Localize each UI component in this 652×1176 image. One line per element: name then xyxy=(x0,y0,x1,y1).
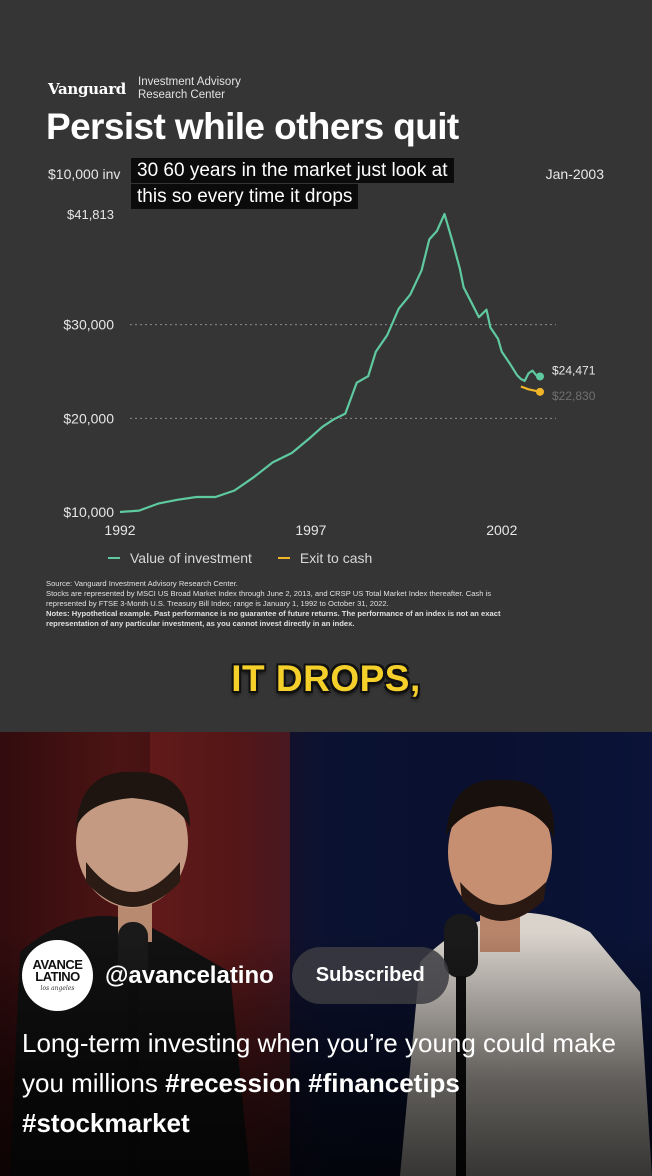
avatar-logo-line1: AVANCE xyxy=(32,957,83,972)
hashtag-link[interactable]: #stockmarket xyxy=(22,1108,190,1138)
chart-slide: Vanguard Investment Advisory Research Ce… xyxy=(0,0,652,732)
footnote-line: representation of any particular investm… xyxy=(46,619,355,628)
end-value-label: $24,471 xyxy=(552,363,596,377)
end-point-value xyxy=(536,372,544,381)
caption-line-1: 30 60 years in the market just look at xyxy=(131,158,454,183)
chart-footnote: Source: Vanguard Investment Advisory Res… xyxy=(46,579,611,629)
end-labels: $24,471 $22,830 xyxy=(552,363,596,402)
brand-name: Vanguard xyxy=(48,80,126,98)
x-tick-label: 1997 xyxy=(295,522,326,538)
avatar-logo-line2: LATINO xyxy=(35,969,80,984)
chart-legend: Value of investment Exit to cash xyxy=(108,550,398,566)
legend-label-cash: Exit to cash xyxy=(299,550,373,566)
video-frame[interactable] xyxy=(0,732,652,1176)
legend-item-cash: Exit to cash xyxy=(277,550,373,566)
channel-row: AVANCE LATINO los angeles @avancelatino … xyxy=(22,940,449,1011)
video-title-text: Long-term investing when you’re young co… xyxy=(22,1028,617,1098)
footnote-line: Notes: Hypothetical example. Past perfor… xyxy=(46,609,501,618)
caption-line-2: this so every time it drops xyxy=(131,184,359,209)
burned-in-caption: IT DROPS, xyxy=(231,658,421,699)
video-title[interactable]: Long-term investing when you’re young co… xyxy=(22,1023,622,1143)
series-line-value xyxy=(119,212,541,514)
vanguard-logo: Vanguard Investment Advisory Research Ce… xyxy=(48,76,278,102)
legend-label-value: Value of investment xyxy=(130,550,252,566)
chart-date-label: Jan-2003 xyxy=(545,166,604,182)
y-tick-label: $30,000 xyxy=(63,317,114,333)
footnote-line: represented by FTSE 3-Month U.S. Treasur… xyxy=(46,599,389,608)
x-axis-ticks: 1992 1997 2002 xyxy=(104,522,517,538)
subtitle-caption: 30 60 years in the market just look at t… xyxy=(131,158,511,210)
brand-subtitle: Investment Advisory Research Center xyxy=(138,76,241,101)
chart-grid xyxy=(130,324,556,419)
hashtag-link[interactable]: #financetips xyxy=(308,1068,460,1098)
x-tick-label: 1992 xyxy=(104,522,135,538)
channel-handle[interactable]: @avancelatino xyxy=(105,961,274,989)
footnote-line: Stocks are represented by MSCI US Broad … xyxy=(46,589,492,598)
legend-swatch-value xyxy=(108,557,120,559)
subscribed-button[interactable]: Subscribed xyxy=(291,947,449,1004)
chart-subtitle: $10,000 inv xyxy=(48,166,121,182)
y-tick-label: $20,000 xyxy=(63,410,114,426)
chart-series xyxy=(119,212,544,514)
y-axis-ticks: $10,000 $20,000 $30,000 $41,813 xyxy=(63,207,114,520)
hashtag-link[interactable]: #recession xyxy=(165,1068,301,1098)
y-tick-label: $10,000 xyxy=(63,504,114,520)
chart-title: Persist while others quit xyxy=(46,106,459,147)
channel-avatar[interactable]: AVANCE LATINO los angeles xyxy=(22,940,93,1011)
end-point-cash xyxy=(536,387,544,396)
legend-swatch-cash xyxy=(277,557,290,559)
end-value-label: $22,830 xyxy=(552,389,596,403)
x-tick-label: 2002 xyxy=(486,522,517,538)
y-tick-label: $41,813 xyxy=(67,207,114,222)
line-chart: $10,000 $20,000 $30,000 $41,813 1992 1997 200… xyxy=(63,207,596,538)
footnote-line: Source: Vanguard Investment Advisory Res… xyxy=(46,579,238,588)
avatar-logo-script: los angeles xyxy=(40,985,75,992)
legend-item-value: Value of investment xyxy=(108,550,252,566)
